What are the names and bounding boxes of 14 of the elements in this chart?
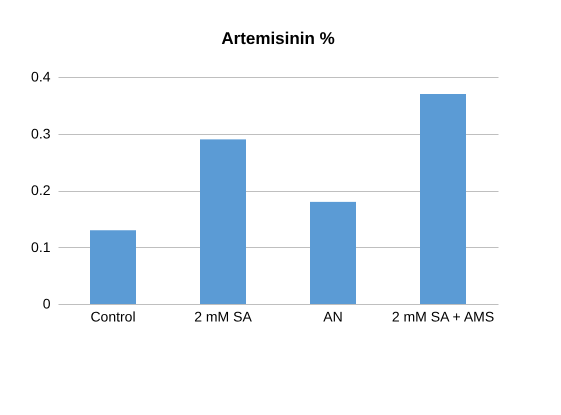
bar bbox=[310, 202, 356, 304]
y-tick-label: 0.2 bbox=[31, 182, 51, 198]
x-tick-label: AN bbox=[323, 308, 343, 324]
chart-title: Artemisinin % bbox=[221, 29, 335, 48]
x-tick-label: 2 mM SA + AMS bbox=[392, 308, 494, 324]
bar bbox=[420, 94, 466, 304]
bar bbox=[200, 139, 246, 304]
y-tick-label: 0.1 bbox=[31, 238, 51, 255]
x-tick-label: 2 mM SA bbox=[194, 308, 252, 324]
bar bbox=[90, 230, 136, 304]
y-tick-label: 0.4 bbox=[31, 68, 51, 84]
x-tick-label: Control bbox=[90, 308, 136, 324]
y-tick-label: 0 bbox=[42, 296, 51, 312]
y-tick-label: 0.3 bbox=[31, 125, 51, 142]
